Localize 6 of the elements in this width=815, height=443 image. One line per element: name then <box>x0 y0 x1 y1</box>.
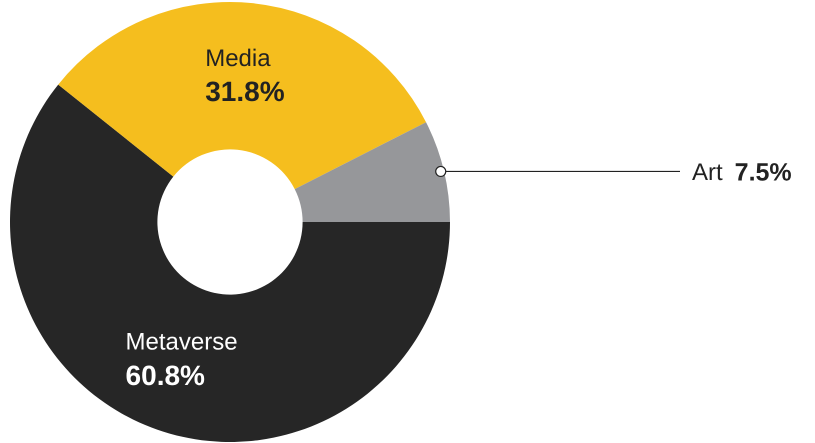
data-label: 60.8% <box>126 360 206 391</box>
slice-label: Art <box>692 159 723 186</box>
slice-label: Metaverse <box>126 328 238 356</box>
slice-label: Media <box>205 45 272 72</box>
data-label: 31.8% <box>205 76 285 108</box>
data-label: 7.5% <box>734 158 792 186</box>
